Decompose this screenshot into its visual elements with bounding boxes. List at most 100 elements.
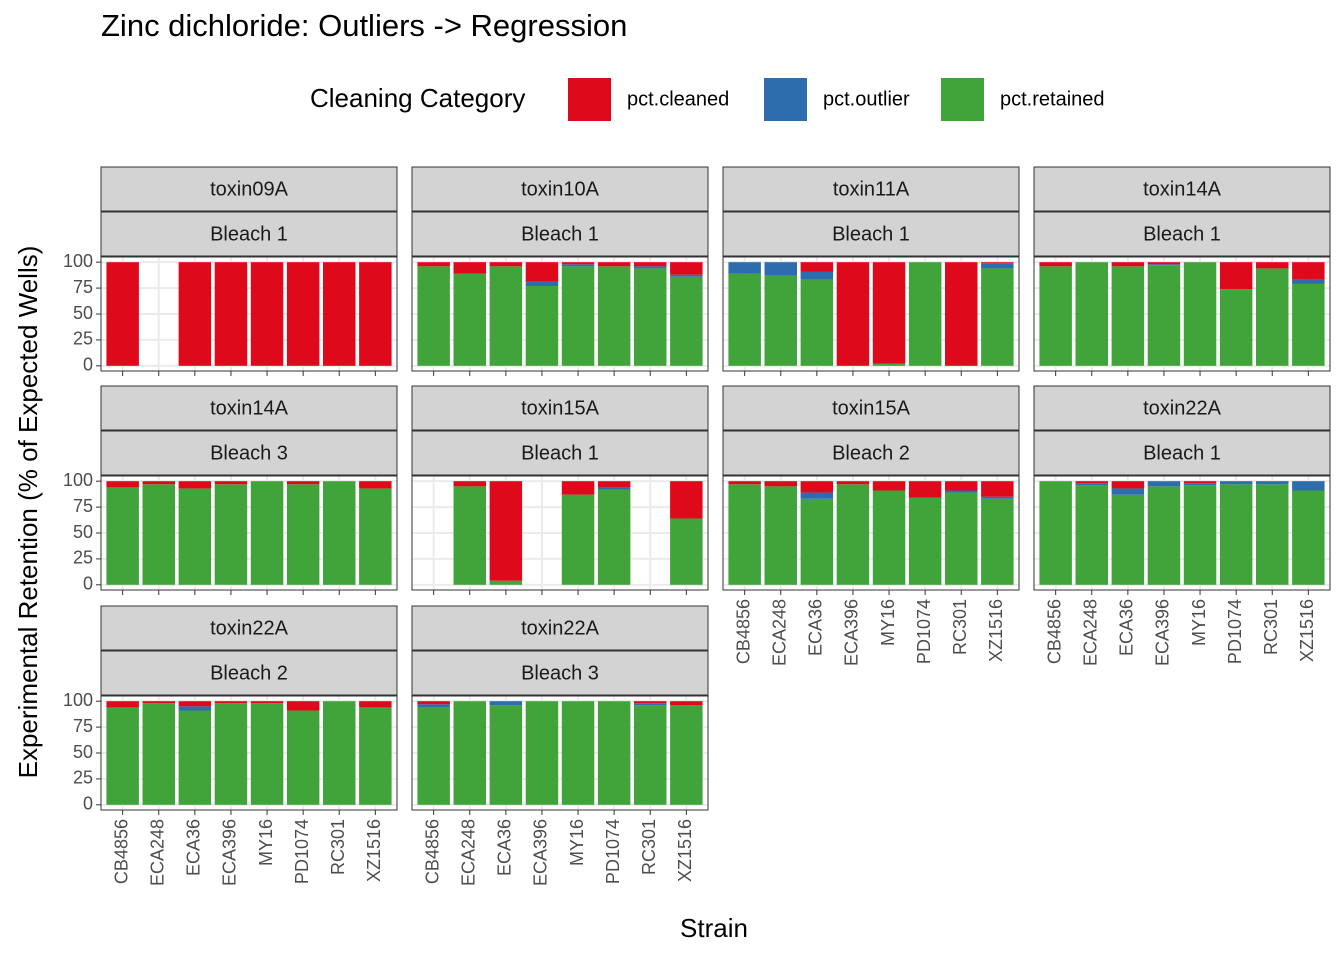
bar-segment — [800, 262, 834, 272]
bar-segment — [800, 271, 834, 280]
bar-segment — [561, 481, 595, 495]
facet-label: toxin15A — [521, 397, 599, 419]
bar-segment — [561, 494, 595, 585]
legend-key — [941, 78, 984, 121]
legend-key — [568, 78, 611, 121]
bar-segment — [1256, 481, 1289, 485]
bar-segment — [250, 701, 284, 704]
bar-segment — [214, 703, 248, 805]
bar-segment — [359, 481, 392, 489]
legend-label: pct.cleaned — [627, 88, 729, 110]
bar-segment — [250, 481, 284, 585]
bar-segment — [525, 262, 559, 282]
facet-strip — [1033, 211, 1331, 257]
y-tick-label: 100 — [63, 690, 93, 710]
facet-strip — [411, 385, 709, 431]
bar-segment — [908, 497, 942, 585]
bar-segment — [178, 710, 212, 805]
x-tick-label: ECA396 — [1153, 599, 1173, 666]
bar-segment — [981, 481, 1014, 497]
bar-segment — [981, 262, 1014, 264]
bar-segment — [872, 363, 906, 366]
bar-segment — [142, 703, 175, 805]
bar-segment — [1039, 266, 1072, 366]
y-tick-label: 75 — [73, 716, 93, 736]
facet-strip — [722, 166, 1020, 212]
bar-segment — [359, 262, 392, 366]
facet-label: Bleach 3 — [521, 662, 599, 684]
bar-segment — [453, 262, 486, 274]
x-tick-label: ECA396 — [220, 819, 240, 886]
y-tick-label: 75 — [73, 496, 93, 516]
bar-segment — [1111, 266, 1145, 366]
x-tick-label: RC301 — [1261, 599, 1281, 655]
facet-strip — [411, 166, 709, 212]
x-tick-label: XZ1516 — [986, 599, 1006, 662]
bar-segment — [597, 266, 631, 366]
bar-segment — [1075, 262, 1108, 366]
facet-label: Bleach 1 — [832, 223, 910, 245]
bar-segment — [489, 580, 523, 585]
bar-segment — [142, 484, 175, 585]
facet-strip — [722, 385, 1020, 431]
panel-border — [1033, 475, 1331, 591]
bar-segment — [106, 707, 139, 805]
facet-strip — [411, 430, 709, 476]
bar-segment — [178, 262, 212, 366]
bar-segment — [836, 484, 870, 585]
facet-strip — [722, 430, 1020, 476]
x-tick-label: ECA36 — [806, 599, 826, 656]
facet-strip — [1033, 166, 1331, 212]
bar-segment — [908, 481, 942, 498]
x-tick-label: XZ1516 — [675, 819, 695, 882]
x-tick-label: CB4856 — [111, 819, 131, 884]
bar-segment — [286, 481, 320, 485]
bar-segment — [872, 490, 906, 585]
bar-segment — [597, 701, 631, 805]
bar-segment — [634, 262, 667, 267]
bar-segment — [1292, 279, 1325, 284]
bar-segment — [1256, 268, 1289, 366]
facet-label: Bleach 1 — [210, 223, 288, 245]
bar-segment — [597, 481, 631, 488]
bar-segment — [728, 273, 761, 366]
facet-strip — [100, 430, 398, 476]
bar-segment — [323, 481, 356, 585]
bar-segment — [764, 486, 797, 585]
bar-segment — [142, 481, 175, 485]
facet-strip — [100, 650, 398, 696]
chart-title: Zinc dichloride: Outliers -> Regression — [101, 8, 627, 43]
bar-segment — [453, 273, 486, 366]
facet-strip — [411, 211, 709, 257]
legend-key — [764, 78, 807, 121]
panel-border — [722, 256, 1020, 372]
bar-segment — [1292, 262, 1325, 280]
bar-segment — [945, 481, 978, 491]
bar-segment — [670, 701, 703, 706]
y-tick-label: 25 — [73, 329, 93, 349]
facet-strip — [100, 211, 398, 257]
bar-segment — [670, 262, 703, 275]
x-tick-label: ECA248 — [148, 819, 168, 886]
bar-segment — [872, 481, 906, 491]
bar-segment — [250, 703, 284, 805]
bar-segment — [1219, 481, 1253, 485]
bar-segment — [634, 705, 667, 805]
bar-segment — [872, 262, 906, 364]
bar-segment — [214, 262, 248, 366]
legend-label: pct.outlier — [823, 88, 910, 110]
facet-label: toxin11A — [833, 178, 910, 200]
bar-segment — [417, 701, 450, 705]
x-tick-label: PD1074 — [603, 819, 623, 884]
bar-segment — [908, 262, 942, 366]
facet-label: toxin09A — [210, 178, 288, 200]
bar-segment — [1111, 488, 1145, 495]
bar-segment — [286, 710, 320, 805]
facet-label: toxin10A — [521, 178, 599, 200]
facet-strip — [411, 605, 709, 651]
x-tick-label: RC301 — [950, 599, 970, 655]
bar-segment — [597, 262, 631, 267]
bar-segment — [1075, 485, 1108, 585]
x-tick-label: ECA248 — [770, 599, 790, 666]
bar-segment — [1219, 289, 1253, 366]
